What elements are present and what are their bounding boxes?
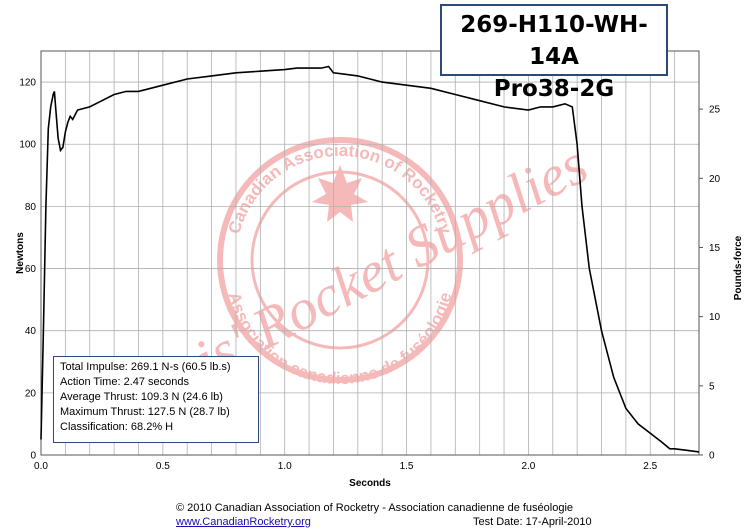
y-tick-label: 120	[19, 78, 36, 89]
y-tick-label: 20	[25, 388, 37, 399]
copyright-text: © 2010 Canadian Association of Rocketry …	[176, 502, 574, 514]
y-axis-label: Newtons	[15, 232, 26, 274]
y2-tick-label: 0	[709, 451, 715, 462]
stat-classification: Classification: 68.2% H	[60, 421, 174, 433]
x-tick-label: 1.0	[278, 461, 292, 472]
y-tick-label: 40	[25, 326, 37, 337]
motor-title-box: 269-H110-WH-14A Pro38-2G	[440, 4, 668, 102]
axis-ticks: 0 20 40 60 80 100 120 0.0 0.5 1.0 1.5 2.0 2.5 0 5 10 15 2…	[19, 78, 720, 472]
y2-tick-label: 15	[709, 243, 721, 254]
motor-stats-box: Total Impulse: 269.1 N-s (60.5 lb.s) Act…	[53, 356, 259, 443]
plot-frame	[40, 50, 700, 456]
y-tick-label: 0	[30, 451, 36, 462]
x-tick-label: 2.5	[643, 461, 657, 472]
stat-maximum-thrust: Maximum Thrust: 127.5 N (28.7 lb)	[60, 406, 230, 418]
stat-average-thrust: Average Thrust: 109.3 N (24.6 lb)	[60, 391, 223, 403]
y2-tick-label: 5	[709, 381, 715, 392]
y-tick-label: 100	[19, 140, 36, 151]
maple-leaf-icon	[312, 165, 368, 222]
watermark-outer-ring	[217, 137, 463, 383]
stat-action-time: Action Time: 2.47 seconds	[60, 376, 190, 388]
x-axis-label: Seconds	[349, 478, 391, 489]
x-tick-label: 1.5	[400, 461, 414, 472]
test-date: Test Date: 17-April-2010	[473, 516, 592, 528]
y2-tick-label: 20	[709, 174, 721, 185]
x-tick-label: 0.5	[156, 461, 170, 472]
x-tick-label: 0.0	[34, 461, 48, 472]
stat-total-impulse: Total Impulse: 269.1 N-s (60.5 lb.s)	[60, 361, 231, 373]
y-tick-label: 60	[25, 264, 37, 275]
y2-tick-label: 25	[709, 105, 721, 116]
y-tick-label: 80	[25, 202, 37, 213]
motor-designation: 269-H110-WH-14A	[460, 12, 648, 70]
motor-case: Pro38-2G	[493, 76, 615, 102]
y2-axis-label: Pounds-force	[733, 235, 744, 300]
thrust-curve	[40, 65, 700, 453]
x-tick-label: 2.0	[521, 461, 535, 472]
y2-tick-label: 10	[709, 312, 721, 323]
website-link[interactable]: www.CanadianRocketry.org	[176, 516, 311, 528]
